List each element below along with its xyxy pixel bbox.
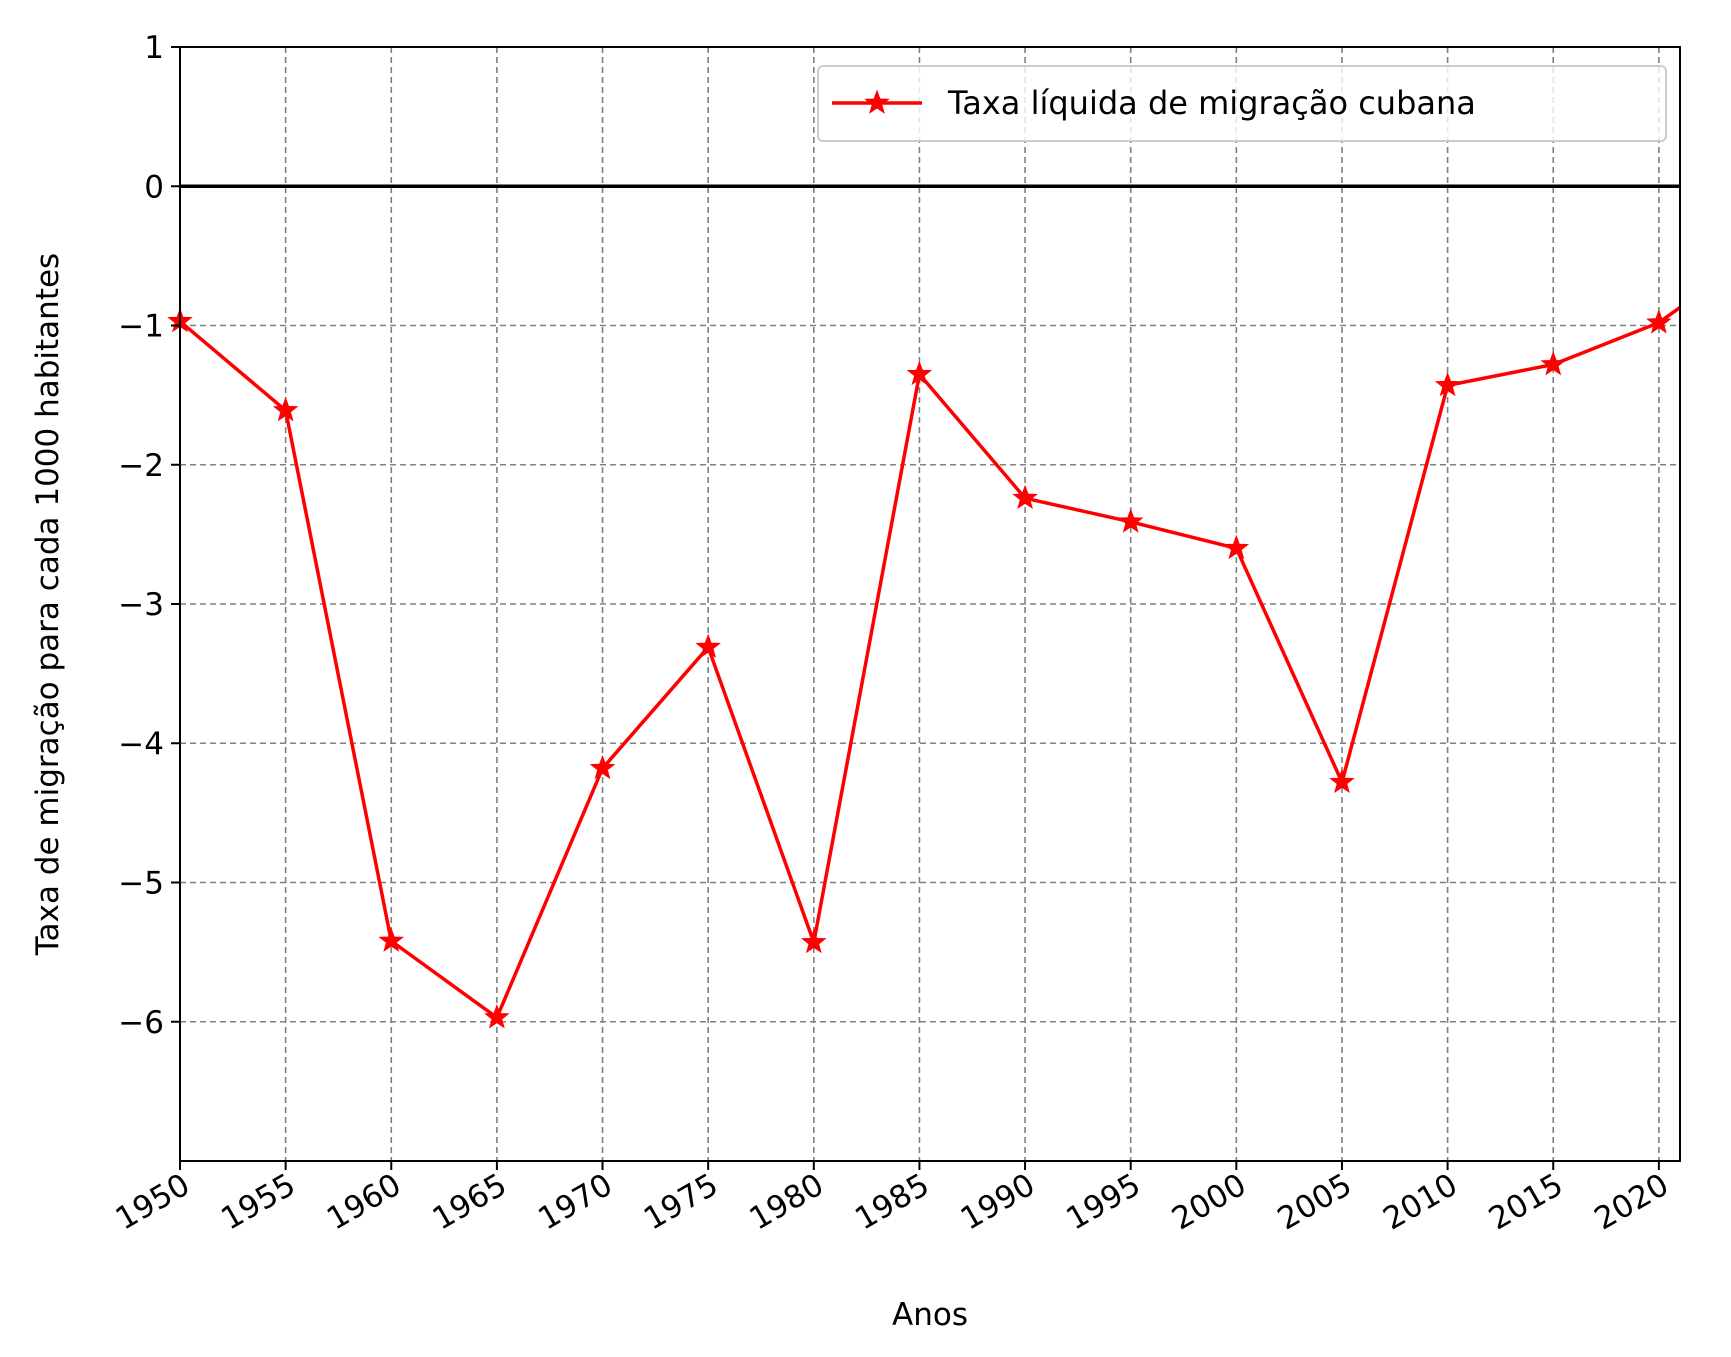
data-point-1990	[1012, 484, 1038, 510]
data-point-1960	[378, 927, 405, 952]
series-group	[167, 305, 1682, 1029]
legend: Taxa líquida de migração cubana	[817, 65, 1667, 142]
y-tick-label--5: −5	[118, 866, 164, 902]
y-tick-label--3: −3	[118, 587, 164, 623]
y-tick-label-0: 0	[144, 169, 164, 205]
data-point-1970	[589, 754, 616, 780]
data-point-1995	[1117, 508, 1144, 533]
data-point-1965	[484, 1004, 510, 1029]
y-tick-label--6: −6	[118, 1005, 164, 1041]
data-point-1985	[906, 360, 933, 386]
data-point-1980	[801, 928, 827, 954]
legend-label: Taxa líquida de migração cubana	[947, 84, 1476, 122]
data-point-2005	[1329, 768, 1355, 794]
data-point-1955	[272, 396, 299, 422]
y-tick-label-1: 1	[144, 30, 164, 66]
y-tick-label--1: −1	[118, 309, 164, 345]
x-axis-label: Anos	[892, 1297, 968, 1333]
data-point-2015	[1540, 351, 1567, 376]
data-point-2020	[1646, 309, 1672, 334]
y-tick-label--4: −4	[118, 726, 164, 762]
y-axis-ticks: 1 0 −1 −2 −3 −4 −5 −6	[118, 30, 180, 1041]
data-point-1975	[695, 633, 721, 659]
y-axis-label: Taxa de migração para cada 1000 habitant…	[30, 253, 66, 956]
series-line-0	[178, 305, 1682, 1020]
data-point-2000	[1223, 534, 1250, 560]
legend-star-marker	[864, 89, 890, 114]
y-tick-label--2: −2	[118, 448, 164, 484]
data-point-2010	[1434, 371, 1461, 397]
legend-box	[817, 65, 1667, 142]
